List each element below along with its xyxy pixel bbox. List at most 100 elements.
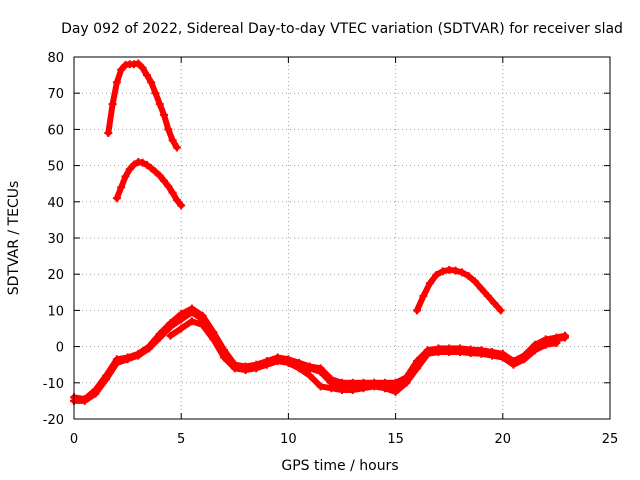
data-point [530,346,539,355]
plot-frame [73,56,611,420]
data-point [419,291,428,300]
series-arc-high [105,60,180,151]
data-point [391,387,400,396]
y-axis-title: SDTVAR / TECUs [6,181,22,296]
data-point [177,324,186,333]
data-point [160,110,169,119]
data-point [370,382,379,391]
data-point [273,357,282,366]
series-arc-evening [414,266,504,314]
data-point [464,272,473,281]
data-point [327,375,336,384]
data-point [155,171,164,180]
data-point [108,100,117,109]
data-point [490,299,499,308]
data-point [432,270,441,279]
y-tick-label: 20 [47,268,64,283]
data-point [413,364,422,373]
y-tick-label: 80 [47,51,64,66]
data-point [164,182,173,191]
data-point [445,348,454,357]
x-axis-title: GPS time / hours [281,458,398,474]
data-point [284,358,293,367]
data-point [496,306,505,315]
x-tick-label: 20 [495,432,512,447]
x-tick-label: 15 [387,432,404,447]
data-point [295,364,304,373]
data-point [434,348,443,357]
data-point [172,143,181,152]
data-point [477,284,486,293]
y-tick-label: 50 [47,160,64,175]
data-point [359,384,368,393]
data-point [112,78,121,87]
data-point [187,304,196,313]
data-point [123,353,132,362]
data-point [348,378,357,387]
data-point [91,386,100,395]
data-point [413,306,422,315]
data-point [458,268,467,277]
data-point [560,331,569,340]
data-point [151,89,160,98]
y-tick-label: 0 [56,341,64,356]
data-point [402,378,411,387]
data-point [230,364,239,373]
data-point [198,311,207,320]
data-point [338,386,346,395]
data-point [455,348,464,357]
data-point [177,310,186,319]
data-point [147,78,156,87]
data-point [305,371,314,380]
data-point [241,366,250,375]
data-point [348,386,357,395]
data-point [145,342,154,351]
data-point [160,176,169,185]
data-point [327,384,336,393]
data-point [172,195,181,204]
axis-ticks: 0 5 10 15 20 25 -20 -10 0 10 20 30 40 50 60 70 80 [43,51,619,447]
data-point [380,384,389,393]
y-tick-label: -10 [43,377,64,392]
data-point [316,382,325,391]
data-point [477,349,486,358]
data-point [391,378,400,387]
data-point [130,160,139,169]
data-point [112,194,121,203]
data-point [466,349,475,358]
data-point [112,355,121,364]
y-tick-label: 30 [47,232,64,247]
data-point [177,201,186,210]
series-arc-mid [113,159,185,209]
data-point [121,172,130,181]
data-point [488,351,497,360]
data-point [209,335,218,344]
data-point [187,317,196,326]
data-point [151,167,160,176]
data-point [552,338,561,347]
data-point [80,395,89,404]
data-point [305,362,314,371]
data-point [425,279,434,288]
data-point [423,349,432,358]
data-point [104,129,113,138]
y-tick-label: 10 [47,304,64,319]
data-point [166,331,175,340]
y-tick-label: 60 [47,123,64,138]
data-point [262,360,271,369]
x-tick-label: 5 [177,432,185,447]
data-point [164,125,173,134]
data-point [142,160,151,169]
data-point [168,136,177,145]
data-point [138,158,147,167]
data-point [220,353,229,362]
data-point [125,165,134,174]
data-point [147,164,156,173]
data-point [498,353,507,362]
data-point [134,349,143,358]
data-point [451,266,460,275]
data-point [142,71,151,80]
data-point [168,188,177,197]
data-point [117,183,126,192]
